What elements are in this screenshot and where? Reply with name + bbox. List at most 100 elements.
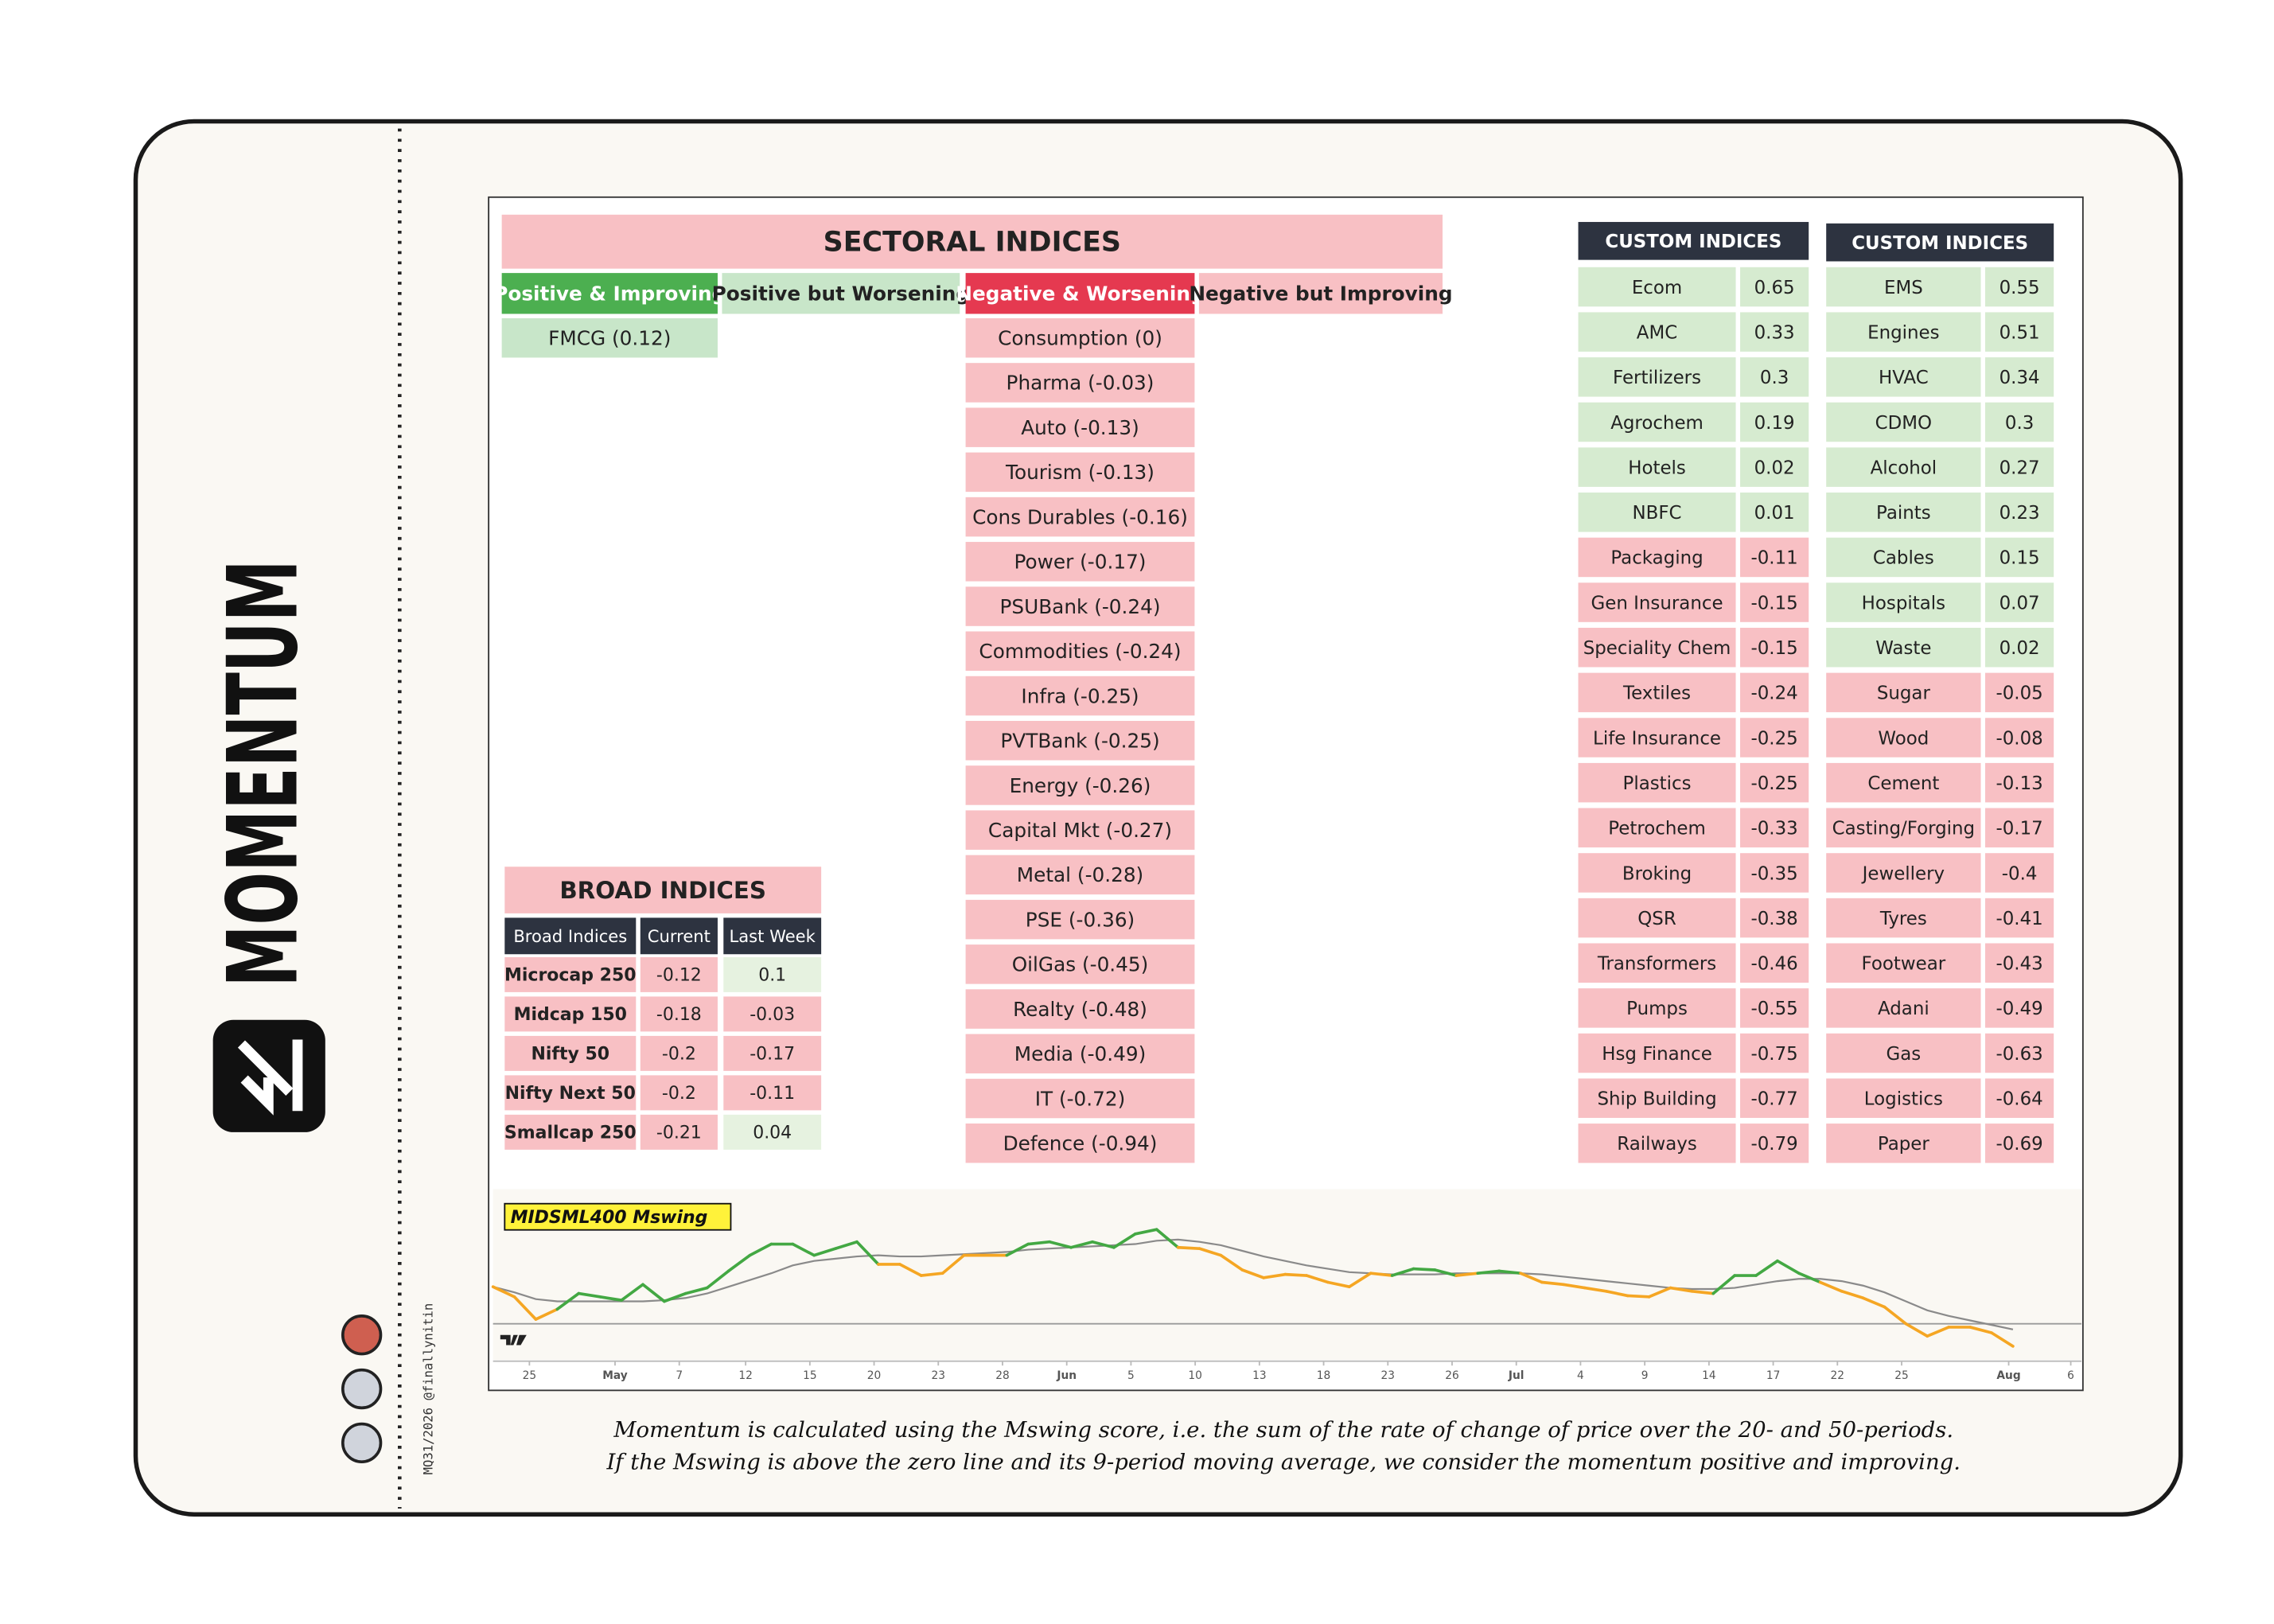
custom-name: Fertilizers	[1613, 368, 1701, 388]
custom-name: Alcohol	[1871, 458, 1937, 478]
custom-name: QSR	[1637, 909, 1676, 929]
sector-item: Capital Mkt (-0.27)	[988, 819, 1172, 842]
mswing-segment	[598, 1295, 623, 1302]
mswing-segment	[1926, 1326, 1951, 1338]
mswing-segment	[555, 1291, 581, 1311]
custom-value: -0.69	[1996, 1134, 2042, 1155]
custom-value: -0.41	[1996, 909, 2042, 929]
x-tick-label: 28	[995, 1369, 1009, 1382]
custom-value-bg	[1985, 402, 2054, 442]
mswing-segment	[812, 1247, 837, 1257]
custom-value-bg	[1985, 312, 2054, 352]
sector-item: PVTBank (-0.25)	[1000, 730, 1159, 753]
custom-value: -0.33	[1750, 819, 1797, 839]
broad-value-bg	[723, 956, 822, 992]
mswing-segment	[1348, 1272, 1373, 1288]
custom-title-bg	[1578, 221, 1809, 260]
custom-value-bg	[1985, 537, 2054, 578]
mswing-segment	[577, 1291, 602, 1299]
x-tick-label: 13	[1252, 1369, 1266, 1382]
broad-name: Microcap 250	[504, 966, 637, 986]
mswing-segment	[834, 1240, 859, 1251]
custom-name: AMC	[1637, 323, 1677, 344]
sector-item: Tourism (-0.13)	[1005, 461, 1155, 484]
custom-value-bg	[1740, 1124, 1809, 1163]
x-tick-label: Jul	[1508, 1369, 1524, 1382]
mswing-segment	[1390, 1267, 1415, 1277]
mswing-segment	[1604, 1289, 1630, 1298]
custom-value-bg	[1740, 718, 1809, 757]
custom-value: -0.13	[1996, 773, 2042, 794]
sector-item: Pharma (-0.03)	[1007, 372, 1155, 395]
mswing-segment	[663, 1291, 687, 1303]
custom-value: 0.3	[2005, 413, 2034, 434]
custom-name-bg	[1578, 1078, 1736, 1118]
custom-name: Pumps	[1626, 999, 1688, 1019]
custom-value-bg	[1740, 808, 1809, 848]
custom-value-bg	[1985, 267, 2054, 307]
broad-value-bg	[640, 1075, 718, 1111]
sector-item: Cons Durables (-0.16)	[972, 505, 1188, 528]
column-header-bg	[965, 273, 1195, 314]
sector-item: Energy (-0.26)	[1010, 774, 1151, 797]
column-header: Negative but Improving	[1189, 282, 1452, 306]
custom-value-bg	[1985, 1033, 2054, 1073]
mswing-segment	[1197, 1247, 1223, 1257]
custom-value: 0.15	[1999, 548, 2040, 569]
sector-item: Media (-0.49)	[1014, 1042, 1146, 1065]
custom-title-bg	[1826, 223, 2054, 262]
custom-name: Gas	[1886, 1044, 1921, 1065]
custom-name: Cables	[1873, 548, 1934, 569]
broad-value-bg	[640, 996, 718, 1032]
custom-value: 0.02	[1999, 638, 2040, 659]
mswing-segment	[620, 1283, 644, 1302]
mswing-segment	[1519, 1272, 1544, 1284]
custom-value: 0.01	[1754, 503, 1795, 524]
custom-name: Hsg Finance	[1602, 1044, 1712, 1065]
custom-name-bg	[1578, 762, 1736, 803]
ma-line	[493, 1238, 2014, 1330]
mswing-segment	[1240, 1268, 1266, 1279]
sector-item-bg	[965, 407, 1195, 447]
sector-item: Auto (-0.13)	[1021, 416, 1139, 439]
broad-value: -0.18	[656, 1005, 702, 1025]
custom-name-bg	[1826, 537, 1981, 578]
custom-value: -0.75	[1750, 1044, 1797, 1065]
custom-value: -0.08	[1996, 728, 2042, 749]
x-tick-label: 25	[523, 1369, 536, 1382]
custom-value: -0.43	[1996, 954, 2042, 975]
custom-name: Footwear	[1862, 954, 1946, 975]
column-header-bg	[501, 273, 718, 314]
custom-name-bg	[1826, 988, 1981, 1028]
custom-name: Sugar	[1877, 683, 1931, 704]
broad-name-bg	[504, 956, 637, 992]
broad-name-bg	[504, 1035, 637, 1071]
sector-item: Consumption (0)	[998, 327, 1162, 350]
column-header: Positive & Improving	[493, 282, 726, 306]
dot	[341, 1314, 383, 1356]
custom-name-bg	[1826, 267, 1981, 307]
x-tick-label: 7	[676, 1369, 683, 1382]
custom-value: 0.27	[1999, 458, 2040, 478]
sector-item-bg	[965, 452, 1195, 493]
dot	[341, 1422, 383, 1464]
sector-item-bg	[965, 765, 1195, 805]
custom-name-bg	[1578, 898, 1736, 938]
mswing-segment	[1326, 1280, 1351, 1288]
custom-value-bg	[1740, 537, 1809, 578]
broad-header: Current	[648, 926, 711, 946]
broad-value: -0.2	[662, 1045, 696, 1065]
custom-name-bg	[1578, 447, 1736, 487]
x-tick-label: 23	[1381, 1369, 1395, 1382]
custom-name: Agrochem	[1610, 413, 1704, 434]
custom-name: Hospitals	[1862, 593, 1945, 613]
custom-name: Gen Insurance	[1591, 593, 1723, 613]
custom-name-bg	[1578, 718, 1736, 757]
sector-item-bg	[965, 944, 1195, 984]
custom-value-bg	[1740, 853, 1809, 893]
mswing-segment	[1262, 1272, 1287, 1279]
custom-value: -0.17	[1996, 819, 2042, 839]
custom-name-bg	[1826, 493, 1981, 532]
broad-name: Nifty 50	[531, 1045, 609, 1065]
custom-value: -0.15	[1750, 638, 1797, 659]
